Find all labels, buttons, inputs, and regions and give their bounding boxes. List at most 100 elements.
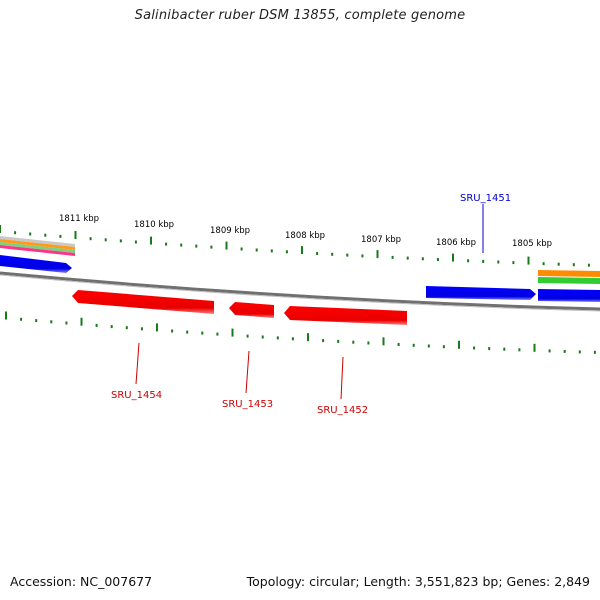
minor-tick xyxy=(119,239,122,243)
minor-tick xyxy=(578,350,581,354)
gene-arrow-sru-1453[interactable] xyxy=(229,302,274,318)
minor-tick xyxy=(512,261,515,265)
major-tick xyxy=(74,231,77,239)
minor-tick xyxy=(186,330,189,334)
scale-label: 1806 kbp xyxy=(436,238,476,248)
minor-tick xyxy=(548,349,551,353)
minor-tick xyxy=(436,258,439,261)
minor-tick xyxy=(557,262,560,266)
minor-tick xyxy=(367,341,370,345)
minor-tick xyxy=(216,332,219,336)
minor-tick xyxy=(134,240,137,244)
major-tick xyxy=(0,225,1,233)
minor-tick xyxy=(346,253,349,257)
minor-tick xyxy=(89,237,92,241)
major-tick xyxy=(301,246,303,255)
major-tick xyxy=(150,236,152,245)
outer-scale-ticks xyxy=(0,225,590,267)
gene-label-sru-1452[interactable]: SRU_1452 xyxy=(317,405,368,416)
minor-tick xyxy=(337,339,340,343)
minor-tick xyxy=(397,343,400,346)
minor-tick xyxy=(285,250,288,254)
minor-tick xyxy=(593,350,596,354)
feature-tracks-right xyxy=(538,270,600,284)
major-tick xyxy=(231,328,234,337)
minor-tick xyxy=(518,348,521,352)
major-tick xyxy=(225,241,228,250)
gene-arrow-forward-left[interactable] xyxy=(0,255,72,273)
minor-tick xyxy=(572,263,575,267)
minor-tick xyxy=(65,321,68,325)
minor-tick xyxy=(442,345,445,349)
forward-genes xyxy=(0,255,600,302)
minor-tick xyxy=(352,340,355,344)
minor-tick xyxy=(427,344,430,348)
minor-tick xyxy=(195,244,198,248)
minor-tick xyxy=(255,248,258,252)
minor-tick xyxy=(59,234,62,238)
genome-summary-text: Topology: circular; Length: 3,551,823 bp… xyxy=(246,574,590,589)
gene-arrow-sru-1451[interactable] xyxy=(426,286,536,300)
minor-tick xyxy=(201,331,204,335)
leader-line-sru-1454 xyxy=(135,342,140,385)
minor-tick xyxy=(35,319,38,323)
leader-line-sru-1452 xyxy=(340,356,344,400)
minor-tick xyxy=(165,242,168,246)
feature-bar-green xyxy=(0,242,75,253)
feature-bar-orange xyxy=(0,239,75,250)
minor-tick xyxy=(171,329,174,333)
minor-tick xyxy=(291,337,294,341)
minor-tick xyxy=(50,320,53,324)
minor-tick xyxy=(473,346,476,350)
minor-tick xyxy=(95,323,98,327)
gene-label-sru-1453[interactable]: SRU_1453 xyxy=(222,399,273,410)
minor-tick xyxy=(316,252,319,255)
minor-tick xyxy=(406,256,409,260)
minor-tick xyxy=(240,247,243,251)
feature-bar-orange-right xyxy=(538,270,600,277)
accession-text: Accession: NC_007677 xyxy=(10,574,153,589)
genome-backbone-shadow xyxy=(0,274,600,312)
reverse-genes xyxy=(72,290,407,325)
major-tick xyxy=(156,323,158,332)
minor-tick xyxy=(503,347,506,351)
leader-line-sru-1453 xyxy=(245,350,250,394)
gene-label-sru-1454[interactable]: SRU_1454 xyxy=(111,390,162,401)
gene-arrow-sru-1452[interactable] xyxy=(284,306,407,325)
gene-leader-lines xyxy=(135,204,484,400)
minor-tick xyxy=(104,238,107,242)
minor-tick xyxy=(180,243,183,247)
major-tick xyxy=(5,311,7,320)
major-tick xyxy=(452,253,454,262)
major-tick xyxy=(533,343,536,352)
minor-tick xyxy=(361,254,364,258)
minor-tick xyxy=(331,252,334,256)
major-tick xyxy=(458,340,460,349)
gene-arrow-sru-1454[interactable] xyxy=(72,290,214,314)
minor-tick xyxy=(587,263,590,267)
scale-label: 1807 kbp xyxy=(361,235,401,245)
minor-tick xyxy=(563,349,566,353)
major-tick xyxy=(527,256,530,265)
minor-tick xyxy=(210,245,213,249)
scale-label: 1809 kbp xyxy=(210,226,250,236)
scale-label: 1808 kbp xyxy=(285,231,325,241)
gene-arrow-forward-right[interactable] xyxy=(538,289,600,302)
minor-tick xyxy=(421,257,424,261)
minor-tick xyxy=(110,325,113,329)
gene-label-sru-1451[interactable]: SRU_1451 xyxy=(460,193,511,204)
minor-tick xyxy=(467,259,470,263)
minor-tick xyxy=(246,334,249,338)
minor-tick xyxy=(542,262,545,266)
feature-bar-gray xyxy=(0,236,75,247)
minor-tick xyxy=(276,336,279,340)
minor-tick xyxy=(270,249,273,253)
minor-tick xyxy=(261,335,264,339)
minor-tick xyxy=(20,317,23,321)
minor-tick xyxy=(44,233,47,237)
minor-tick xyxy=(482,259,485,263)
feature-bar-pink xyxy=(0,245,75,256)
minor-tick xyxy=(497,260,500,264)
minor-tick xyxy=(488,347,491,351)
